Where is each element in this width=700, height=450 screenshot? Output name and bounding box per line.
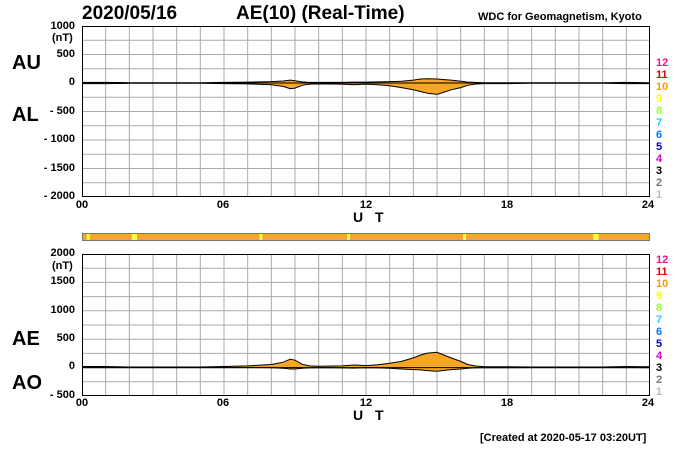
station-count-1: 1 — [656, 386, 663, 398]
station-bar-gap — [259, 233, 263, 241]
upper-station-count-legend: 12 11 10 9 8 7 6 5 4 3 2 1 — [656, 57, 668, 201]
upper-xlabel: U T — [353, 209, 388, 225]
station-count-2: 2 — [656, 177, 663, 189]
station-coverage-bar — [82, 233, 650, 241]
station-bar-gap — [347, 233, 351, 241]
lower-xtick: 18 — [500, 397, 514, 409]
station-bar-fill — [82, 233, 650, 241]
lower-ytick: 500 — [56, 332, 75, 344]
station-count-1: 1 — [656, 189, 663, 201]
au-al-plot — [82, 26, 650, 197]
station-bar-gap — [86, 233, 90, 241]
station-count-11: 11 — [656, 266, 668, 278]
upper-ytick: - 1000 — [43, 133, 75, 145]
lower-xlabel: U T — [353, 407, 388, 423]
station-bar-frame — [82, 233, 650, 241]
ae-label: AE — [12, 328, 40, 350]
upper-ytick: 500 — [56, 48, 75, 60]
station-count-5: 5 — [656, 141, 663, 153]
upper-ytick: - 2000 — [43, 190, 75, 202]
lower-xtick: 24 — [641, 397, 655, 409]
station-count-4: 4 — [656, 153, 663, 165]
station-count-7: 7 — [656, 314, 663, 326]
series-line-ae — [82, 351, 650, 368]
station-count-2: 2 — [656, 374, 663, 386]
lower-unit-label: (nT) — [52, 260, 73, 272]
organization-label: WDC for Geomagnetism, Kyoto — [478, 11, 642, 23]
lower-xtick: 12 — [359, 397, 373, 409]
station-count-7: 7 — [656, 117, 663, 129]
au-label: AU — [12, 52, 41, 74]
station-bar-gap — [134, 233, 138, 241]
upper-xtick: 06 — [216, 199, 230, 211]
ae-ao-plot — [82, 254, 650, 396]
station-count-3: 3 — [656, 165, 663, 177]
lower-ytick: - 500 — [49, 389, 75, 401]
station-count-12: 12 — [656, 254, 669, 266]
station-count-9: 9 — [656, 93, 663, 105]
station-count-10: 10 — [656, 81, 669, 93]
station-count-10: 10 — [656, 278, 669, 290]
upper-ytick: - 1500 — [43, 162, 75, 174]
lower-xtick: 06 — [216, 397, 230, 409]
plot-frame — [82, 254, 650, 396]
station-count-9: 9 — [656, 290, 663, 302]
lower-station-count-legend: 12 11 10 9 8 7 6 5 4 3 2 1 — [656, 254, 668, 398]
upper-ytick: 0 — [68, 76, 75, 88]
upper-xtick: 18 — [500, 199, 514, 211]
station-count-6: 6 — [656, 326, 663, 338]
upper-xtick: 12 — [359, 199, 373, 211]
lower-ytick: 1500 — [50, 275, 75, 287]
station-bar-gap — [593, 233, 597, 241]
upper-ytick: 1000 — [50, 20, 75, 32]
al-label: AL — [12, 104, 39, 126]
station-count-11: 11 — [656, 69, 668, 81]
station-count-5: 5 — [656, 338, 663, 350]
station-count-8: 8 — [656, 105, 663, 117]
lower-ytick: 1000 — [50, 304, 75, 316]
upper-unit-label: (nT) — [52, 32, 73, 44]
lower-ytick: 2000 — [50, 247, 75, 259]
date-label: 2020/05/16 — [82, 3, 178, 24]
upper-xtick: 00 — [75, 199, 89, 211]
station-count-8: 8 — [656, 302, 663, 314]
station-bar-gap — [595, 233, 599, 241]
station-count-3: 3 — [656, 362, 663, 374]
upper-ytick: - 500 — [49, 105, 75, 117]
station-count-6: 6 — [656, 129, 663, 141]
chart-title: AE(10) (Real-Time) — [236, 3, 405, 24]
station-count-12: 12 — [656, 57, 669, 69]
created-timestamp: [Created at 2020-05-17 03:20UT] — [480, 432, 647, 444]
series-line-al — [82, 82, 650, 95]
plot-frame — [82, 26, 650, 197]
upper-xtick: 24 — [641, 199, 655, 211]
station-bar-gap — [463, 233, 467, 241]
lower-ytick: 0 — [68, 360, 75, 372]
ao-label: AO — [12, 372, 42, 394]
station-bar-gap — [131, 233, 135, 241]
station-count-4: 4 — [656, 350, 663, 362]
lower-xtick: 00 — [75, 397, 89, 409]
